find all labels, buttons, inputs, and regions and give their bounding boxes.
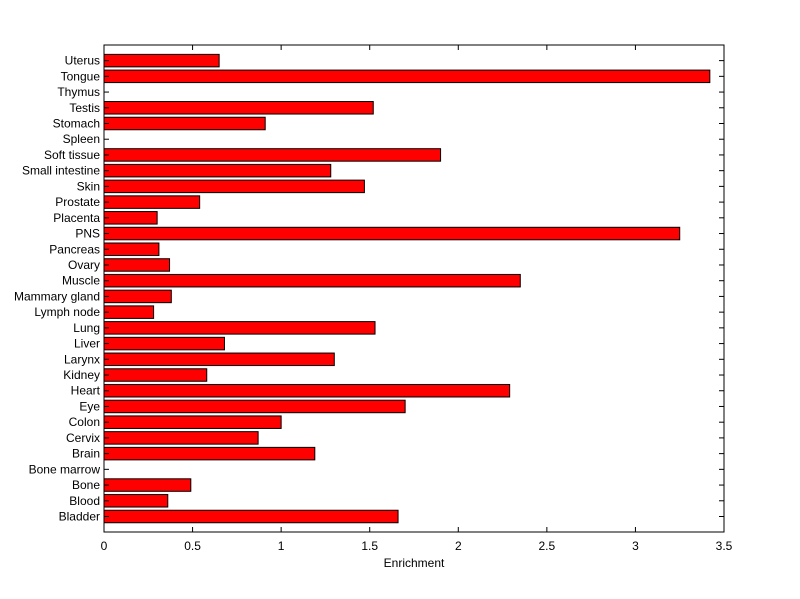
ticks-group: [103, 45, 725, 532]
category-label-bone-marrow: Bone marrow: [29, 462, 101, 476]
category-label-spleen: Spleen: [63, 132, 100, 146]
category-label-prostate: Prostate: [55, 195, 100, 209]
category-label-bladder: Bladder: [59, 510, 100, 524]
category-label-cervix: Cervix: [66, 431, 100, 445]
bar-lung: [103, 321, 376, 335]
x-tick-label: 3.5: [716, 539, 733, 553]
bar-mammary-gland: [103, 289, 172, 304]
bar-skin: [103, 179, 365, 194]
category-label-liver: Liver: [74, 337, 100, 351]
category-label-brain: Brain: [72, 447, 100, 461]
x-tick-label: 3: [632, 539, 639, 553]
bar-cervix: [103, 431, 259, 445]
category-label-mammary-gland: Mammary gland: [14, 289, 100, 303]
bar-eye: [103, 399, 406, 414]
bar-colon: [103, 415, 282, 429]
category-label-ovary: Ovary: [68, 258, 100, 272]
category-label-muscle: Muscle: [62, 274, 100, 288]
x-tick-label: 0.5: [184, 539, 201, 553]
bar-uterus: [103, 53, 220, 68]
category-label-bone: Bone: [72, 478, 100, 492]
bar-heart: [103, 383, 511, 398]
bar-bladder: [103, 509, 399, 524]
category-label-small-intestine: Small intestine: [22, 164, 100, 178]
category-label-lymph-node: Lymph node: [34, 305, 100, 319]
category-label-pns: PNS: [75, 227, 100, 241]
category-label-larynx: Larynx: [64, 352, 100, 366]
x-axis-label: Enrichment: [384, 556, 445, 570]
x-tick-labels-group: 0 0.5 1 1.5 2 2.5 3 3.5: [101, 539, 733, 553]
category-label-blood: Blood: [69, 494, 100, 508]
bar-liver: [103, 336, 225, 351]
bar-blood: [103, 494, 169, 508]
bar-prostate: [103, 195, 201, 209]
category-label-colon: Colon: [69, 415, 100, 429]
category-label-testis: Testis: [69, 101, 100, 115]
x-tick-label: 2.5: [539, 539, 556, 553]
bar-placenta: [103, 211, 158, 225]
category-label-lung: Lung: [73, 321, 100, 335]
category-label-uterus: Uterus: [65, 54, 100, 68]
category-label-placenta: Placenta: [53, 211, 100, 225]
bar-small-intestine: [103, 163, 332, 178]
bar-lymph-node: [103, 305, 155, 319]
category-label-soft-tissue: Soft tissue: [44, 148, 100, 162]
bar-testis: [103, 101, 374, 115]
category-label-tongue: Tongue: [61, 69, 101, 83]
x-tick-label: 1: [278, 539, 285, 553]
bar-soft-tissue: [103, 148, 442, 162]
plot-frame: [103, 44, 725, 533]
bar-larynx: [103, 352, 335, 367]
x-tick-label: 1.5: [361, 539, 378, 553]
bar-pns: [103, 226, 681, 241]
category-label-stomach: Stomach: [53, 117, 100, 131]
bar-kidney: [103, 368, 208, 382]
bar-pancreas: [103, 242, 160, 257]
category-label-pancreas: Pancreas: [49, 242, 100, 256]
category-label-kidney: Kidney: [63, 368, 100, 382]
category-label-heart: Heart: [71, 384, 101, 398]
bar-brain: [103, 446, 316, 461]
bar-tongue: [103, 69, 711, 84]
bar-muscle: [103, 273, 521, 288]
category-label-eye: Eye: [79, 399, 100, 413]
x-tick-label: 0: [101, 539, 108, 553]
category-label-thymus: Thymus: [57, 85, 100, 99]
bar-stomach: [103, 116, 266, 131]
bar-ovary: [103, 258, 171, 272]
bar-bone: [103, 478, 192, 492]
x-tick-label: 2: [455, 539, 462, 553]
category-label-skin: Skin: [77, 179, 100, 193]
